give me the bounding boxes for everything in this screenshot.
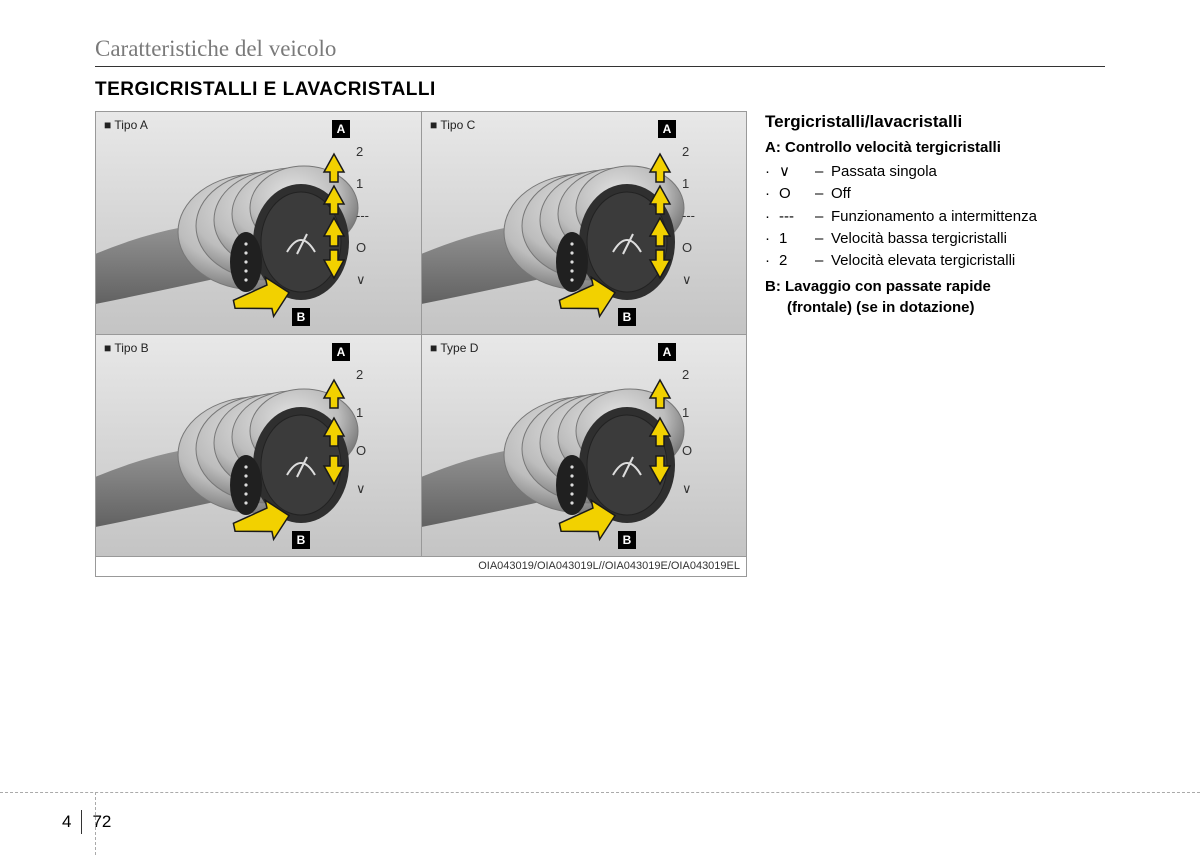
badge-a: A (332, 343, 350, 361)
legend-dash: – (815, 162, 831, 182)
position-label: ∨ (682, 481, 692, 497)
figure-block: ■ Tipo A (95, 111, 747, 577)
position-label: --- (356, 208, 369, 223)
position-label: ∨ (682, 272, 692, 288)
description-column: Tergicristalli/lavacristalli A: Controll… (765, 111, 1095, 577)
legend-symbol: --- (779, 207, 815, 227)
badge-a: A (658, 343, 676, 361)
badge-a: A (658, 120, 676, 138)
page-separator (81, 810, 82, 834)
badge-b: B (292, 308, 310, 326)
figure-caption: OIA043019/OIA043019L//OIA043019E/OIA0430… (96, 556, 746, 576)
figure-cell: ■ Type D (421, 334, 746, 556)
legend-dash: – (815, 229, 831, 249)
position-label: 2 (356, 144, 363, 159)
legend-desc: Velocità elevata tergicristalli (831, 251, 1095, 271)
position-label: 2 (682, 144, 689, 159)
legend-bullet: · (765, 251, 779, 271)
main-title: TERGICRISTALLI E LAVACRISTALLI (95, 79, 1105, 101)
lever-illustration (96, 335, 421, 556)
position-label: 1 (682, 176, 689, 191)
legend-dash: – (815, 184, 831, 204)
badge-b: B (618, 308, 636, 326)
page-divider-h (0, 792, 1200, 793)
badge-b: B (618, 531, 636, 549)
control-b-heading-2: (frontale) (se in dotazione) (765, 298, 1095, 318)
position-label: O (682, 443, 692, 458)
legend-bullet: · (765, 184, 779, 204)
legend-symbol: ∨ (779, 162, 815, 182)
legend-symbol: 2 (779, 251, 815, 271)
legend-row: ·---–Funzionamento a intermittenza (765, 207, 1095, 227)
legend-row: ·2–Velocità elevata tergicristalli (765, 251, 1095, 271)
figure-cell: ■ Tipo C (421, 112, 746, 334)
legend-row: ·O–Off (765, 184, 1095, 204)
control-a-heading: A: Controllo velocità tergicristalli (765, 138, 1095, 158)
figure-cell: ■ Tipo A (96, 112, 421, 334)
lever-illustration (96, 112, 421, 334)
legend-desc: Funzionamento a intermittenza (831, 207, 1095, 227)
position-label: O (356, 240, 366, 255)
position-label: --- (682, 208, 695, 223)
position-label: O (356, 443, 366, 458)
legend-desc: Off (831, 184, 1095, 204)
badge-b: B (292, 531, 310, 549)
chapter-number: 4 (62, 812, 81, 832)
legend-bullet: · (765, 207, 779, 227)
badge-a: A (332, 120, 350, 138)
position-label: 1 (356, 176, 363, 191)
legend-symbol: 1 (779, 229, 815, 249)
position-label: O (682, 240, 692, 255)
subtitle: Tergicristalli/lavacristalli (765, 111, 1095, 134)
control-b-heading-1: B: Lavaggio con passate rapide (765, 277, 1095, 297)
legend-desc: Passata singola (831, 162, 1095, 182)
page-number: 4 72 (62, 810, 111, 834)
lever-illustration (422, 335, 746, 556)
legend-symbol: O (779, 184, 815, 204)
section-header: Caratteristiche del veicolo (95, 36, 1105, 67)
position-label: ∨ (356, 481, 366, 497)
legend-row: ·1–Velocità bassa tergicristalli (765, 229, 1095, 249)
legend-row: ·∨–Passata singola (765, 162, 1095, 182)
legend-bullet: · (765, 229, 779, 249)
position-label: 1 (356, 405, 363, 420)
legend-dash: – (815, 207, 831, 227)
position-label: ∨ (356, 272, 366, 288)
figure-cell: ■ Tipo B (96, 334, 421, 556)
position-label: 2 (682, 367, 689, 382)
legend-bullet: · (765, 162, 779, 182)
legend-dash: – (815, 251, 831, 271)
position-label: 1 (682, 405, 689, 420)
position-label: 2 (356, 367, 363, 382)
page-number-value: 72 (92, 812, 111, 832)
legend-desc: Velocità bassa tergicristalli (831, 229, 1095, 249)
lever-illustration (422, 112, 746, 334)
